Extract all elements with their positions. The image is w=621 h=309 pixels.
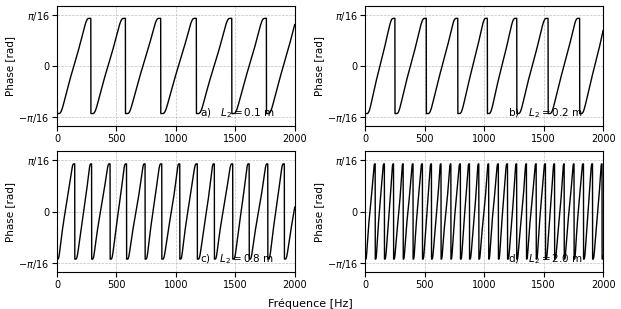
Text: c)   $L_2 = 0.8$ m: c) $L_2 = 0.8$ m [199,252,273,266]
Y-axis label: Phase [rad]: Phase [rad] [6,181,16,242]
Y-axis label: Phase [rad]: Phase [rad] [314,36,324,96]
Y-axis label: Phase [rad]: Phase [rad] [314,181,324,242]
Y-axis label: Phase [rad]: Phase [rad] [6,36,16,96]
Text: b)   $L_2 = 0.2$ m: b) $L_2 = 0.2$ m [508,107,582,120]
Text: Fréquence [Hz]: Fréquence [Hz] [268,298,353,309]
Text: a)   $L_2 = 0.1$ m: a) $L_2 = 0.1$ m [199,107,274,120]
Text: d)   $L_2 = 2.0$ m: d) $L_2 = 2.0$ m [508,252,583,266]
